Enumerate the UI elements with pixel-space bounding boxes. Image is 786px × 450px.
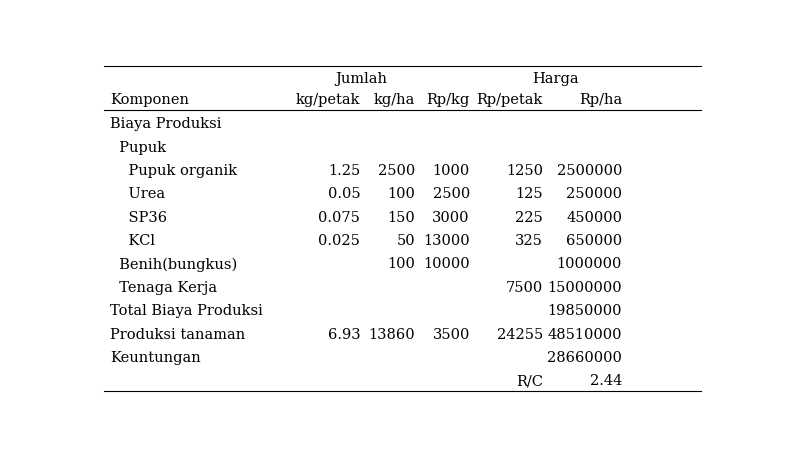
Text: 225: 225 <box>515 211 543 225</box>
Text: 0.075: 0.075 <box>318 211 360 225</box>
Text: 450000: 450000 <box>566 211 623 225</box>
Text: 125: 125 <box>516 187 543 201</box>
Text: 2.44: 2.44 <box>590 374 623 388</box>
Text: 10000: 10000 <box>423 257 470 271</box>
Text: 13860: 13860 <box>369 328 415 342</box>
Text: 1250: 1250 <box>506 164 543 178</box>
Text: 3000: 3000 <box>432 211 470 225</box>
Text: Rp/kg: Rp/kg <box>427 93 470 107</box>
Text: Pupuk: Pupuk <box>110 140 167 154</box>
Text: kg/petak: kg/petak <box>296 93 360 107</box>
Text: 6.93: 6.93 <box>328 328 360 342</box>
Text: 650000: 650000 <box>566 234 623 248</box>
Text: 1000: 1000 <box>432 164 470 178</box>
Text: KCl: KCl <box>110 234 156 248</box>
Text: 13000: 13000 <box>423 234 470 248</box>
Text: 100: 100 <box>387 187 415 201</box>
Text: Total Biaya Produksi: Total Biaya Produksi <box>110 304 263 318</box>
Text: 1.25: 1.25 <box>328 164 360 178</box>
Text: 325: 325 <box>515 234 543 248</box>
Text: SP36: SP36 <box>110 211 167 225</box>
Text: 28660000: 28660000 <box>547 351 623 365</box>
Text: Produksi tanaman: Produksi tanaman <box>110 328 246 342</box>
Text: 250000: 250000 <box>566 187 623 201</box>
Text: Pupuk organik: Pupuk organik <box>110 164 237 178</box>
Text: 7500: 7500 <box>505 281 543 295</box>
Text: Urea: Urea <box>110 187 166 201</box>
Text: 1000000: 1000000 <box>556 257 623 271</box>
Text: Biaya Produksi: Biaya Produksi <box>110 117 222 131</box>
Text: 100: 100 <box>387 257 415 271</box>
Text: 2500: 2500 <box>378 164 415 178</box>
Text: 2500: 2500 <box>432 187 470 201</box>
Text: R/C: R/C <box>516 374 543 388</box>
Text: 15000000: 15000000 <box>548 281 623 295</box>
Text: Jumlah: Jumlah <box>336 72 387 86</box>
Text: Keuntungan: Keuntungan <box>110 351 201 365</box>
Text: 0.05: 0.05 <box>328 187 360 201</box>
Text: 24255: 24255 <box>497 328 543 342</box>
Text: Komponen: Komponen <box>110 93 189 107</box>
Text: 3500: 3500 <box>432 328 470 342</box>
Text: 50: 50 <box>396 234 415 248</box>
Text: Harga: Harga <box>532 72 578 86</box>
Text: kg/ha: kg/ha <box>373 93 415 107</box>
Text: Tenaga Kerja: Tenaga Kerja <box>110 281 218 295</box>
Text: Rp/petak: Rp/petak <box>476 93 543 107</box>
Text: 150: 150 <box>387 211 415 225</box>
Text: 19850000: 19850000 <box>548 304 623 318</box>
Text: 48510000: 48510000 <box>548 328 623 342</box>
Text: 0.025: 0.025 <box>318 234 360 248</box>
Text: 2500000: 2500000 <box>556 164 623 178</box>
Text: Benih(bungkus): Benih(bungkus) <box>110 257 237 272</box>
Text: Rp/ha: Rp/ha <box>578 93 623 107</box>
